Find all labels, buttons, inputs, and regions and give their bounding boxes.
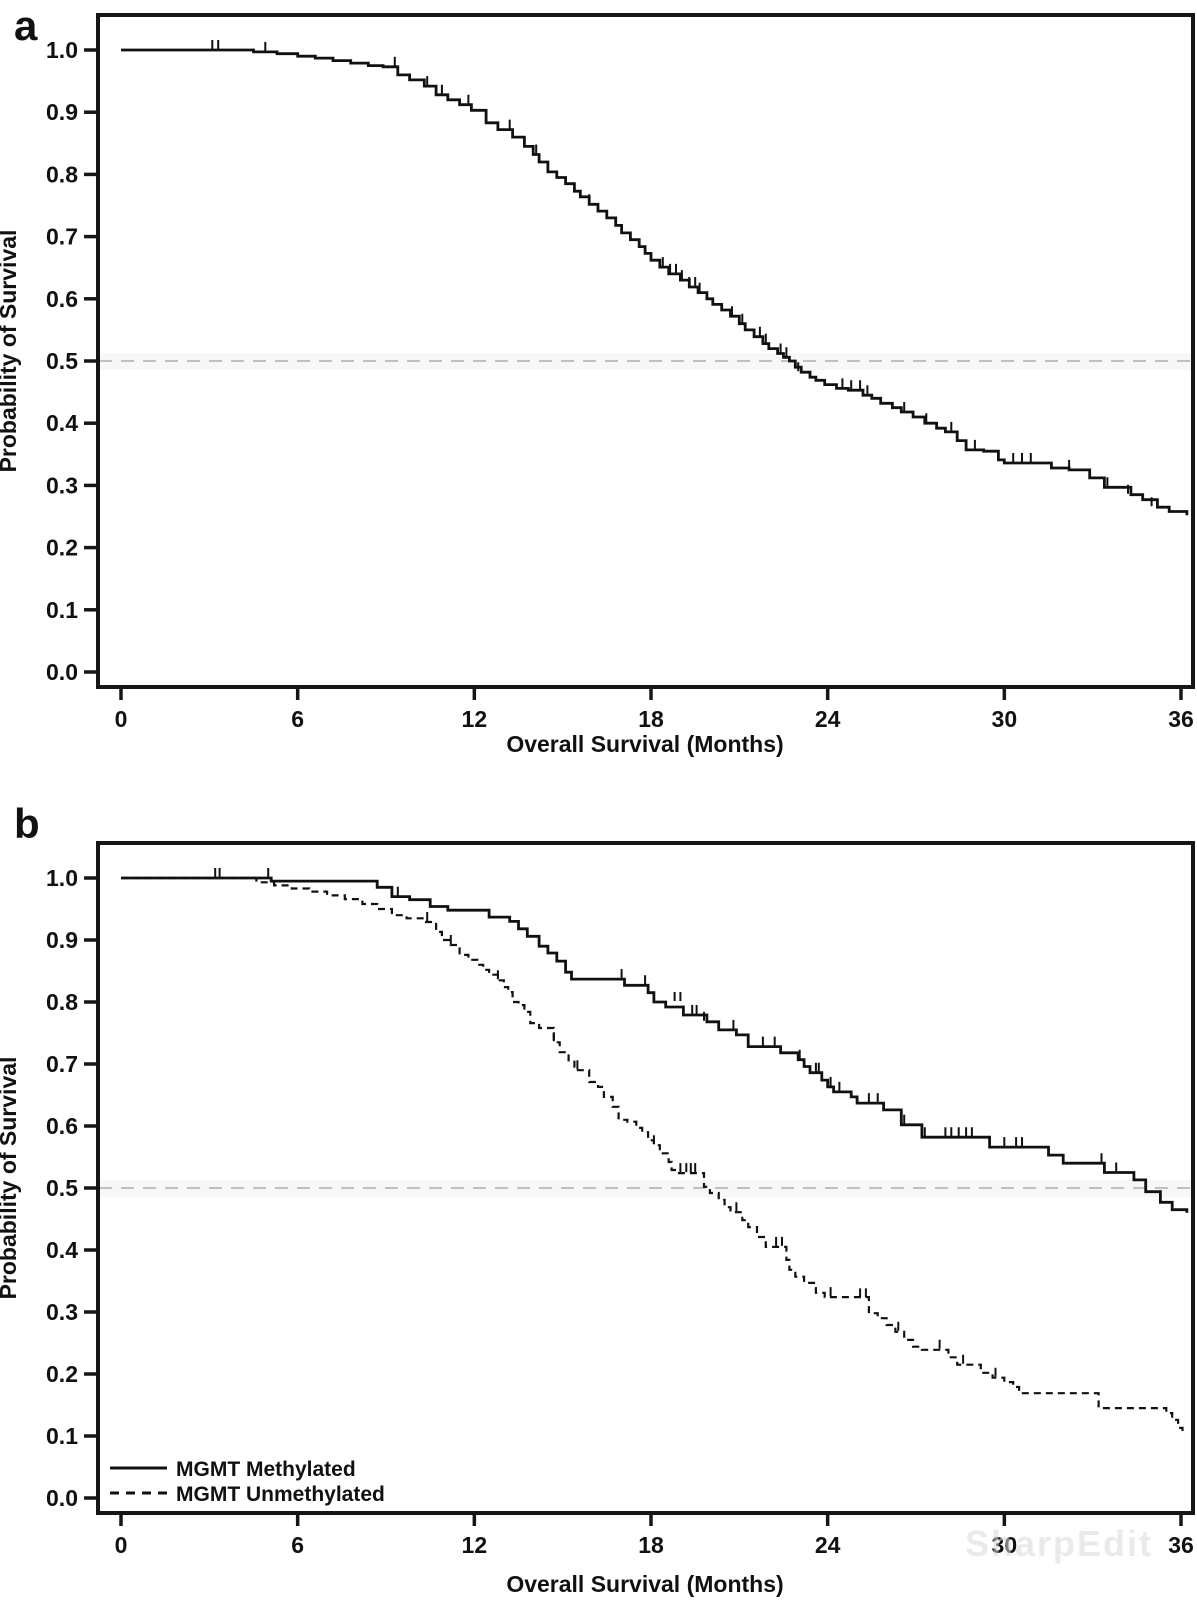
panel-b-letter: b	[14, 800, 40, 847]
x-tick-label: 0	[115, 1532, 128, 1558]
panel-a: a 0 6 12 18 24 30 36 0.0 0.1 0.2 0.3 0.4 0.5 0.6 0.7 0.…	[0, 2, 1195, 757]
watermark-text: SharpEdit	[965, 1523, 1153, 1564]
censor-ticks-methylated	[214, 868, 1118, 1172]
legend-label-methylated: MGMT Methylated	[176, 1458, 356, 1481]
plot-frame-a	[96, 13, 1195, 689]
x-tick-label: 36	[1168, 706, 1194, 732]
x-axis-title-a: Overall Survival (Months)	[506, 731, 783, 757]
y-tick-label: 0.5	[46, 348, 78, 374]
censor-ticks-a	[211, 40, 1153, 507]
x-tick-label: 24	[815, 706, 841, 732]
x-tick-label: 6	[291, 706, 304, 732]
y-tick-label: 0.4	[46, 410, 78, 436]
panel-a-letter: a	[14, 2, 38, 49]
y-tick-label: 0.1	[46, 597, 78, 623]
x-tick-label: 12	[462, 706, 488, 732]
plot-frame-b	[96, 841, 1195, 1515]
y-tick-label: 0.6	[46, 286, 78, 312]
x-tick-label: 30	[992, 1532, 1018, 1558]
y-tick-label: 0.2	[46, 535, 78, 561]
x-tick-label: 30	[992, 706, 1018, 732]
x-tick-label: 6	[291, 1532, 304, 1558]
y-tick-label: 0.3	[46, 1299, 78, 1325]
y-tick-label: 1.0	[46, 865, 78, 891]
y-tick-label: 0.9	[46, 927, 78, 953]
y-tick-label: 0.2	[46, 1361, 78, 1387]
x-tick-label: 18	[638, 706, 664, 732]
censor-tick-marks	[211, 40, 1153, 507]
survival-curve-all-patients	[121, 48, 1189, 516]
panel-b: b 0 6 12 18 24 30 36 0.0 0.1 0.2 0.3 0.4 0.5 0.6 0.7 0.…	[0, 800, 1195, 1597]
y-axis-title-a: Probability of Survival	[0, 230, 21, 473]
y-tick-label: 0.9	[46, 99, 78, 125]
x-tick-label: 18	[638, 1532, 664, 1558]
y-tick-label: 0.4	[46, 1237, 78, 1263]
y-tick-label: 0.0	[46, 1485, 78, 1511]
y-tick-label: 0.5	[46, 1175, 78, 1201]
y-tick-label: 0.6	[46, 1113, 78, 1139]
y-tick-label: 0.8	[46, 161, 78, 187]
censor-tick-marks	[214, 868, 1118, 1172]
x-axis-title-b: Overall Survival (Months)	[506, 1571, 783, 1597]
y-tick-label: 0.7	[46, 1051, 78, 1077]
survival-curve-methylated	[121, 876, 1189, 1213]
y-tick-label: 0.1	[46, 1423, 78, 1449]
y-tick-label: 0.8	[46, 989, 78, 1015]
x-tick-label: 12	[462, 1532, 488, 1558]
survival-curve-unmethylated	[121, 876, 1184, 1431]
y-tick-label: 0.3	[46, 472, 78, 498]
censor-tick-marks	[426, 912, 997, 1377]
censor-ticks-unmethylated	[426, 912, 997, 1377]
x-tick-label: 36	[1168, 1532, 1194, 1558]
legend: MGMT Methylated MGMT Unmethylated	[110, 1458, 385, 1506]
x-tick-label: 24	[815, 1532, 841, 1558]
legend-label-unmethylated: MGMT Unmethylated	[176, 1483, 385, 1506]
axes-b: 0 6 12 18 24 30 36 0.0 0.1 0.2 0.3 0.4 0.5 0.6 0.7 0.8 0…	[46, 865, 1194, 1558]
axes-a: 0 6 12 18 24 30 36 0.0 0.1 0.2 0.3 0.4 0.5 0.6 0.7 0.8 0…	[46, 37, 1194, 732]
y-tick-label: 1.0	[46, 37, 78, 63]
y-tick-label: 0.7	[46, 224, 78, 250]
y-axis-title-b: Probability of Survival	[0, 1057, 21, 1300]
y-tick-label: 0.0	[46, 659, 78, 685]
x-tick-label: 0	[115, 706, 128, 732]
